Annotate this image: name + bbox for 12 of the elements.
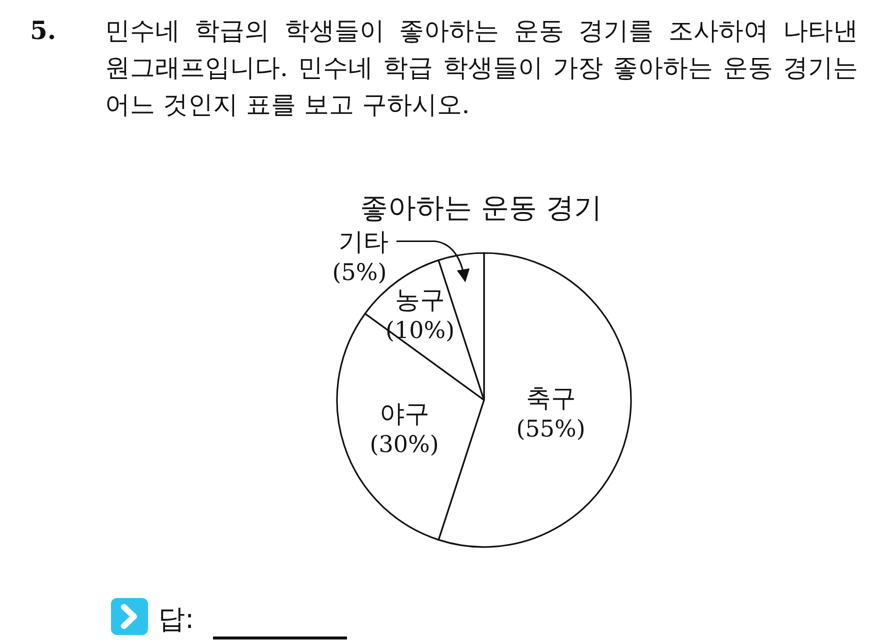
text: 답: [158, 604, 194, 635]
slice-label: 기타 [338, 227, 388, 256]
text: 5. [30, 15, 56, 47]
data-label: (10%) [386, 318, 455, 344]
slice-label: 야구 [379, 398, 430, 428]
data-label: (55%) [516, 416, 586, 443]
text: 민수네 학급의 학생들이 좋아하는 운동 경기를 조사하여 나타낸 원그래프입니다. 민수네 학급 학생들이 가장 좋아하는 운동 경기는 어느 것인지 표를 보고 구하시오. [105, 15, 858, 121]
chart-title: 좋아하는 운동 경기 [360, 191, 602, 224]
slice-label: 농구 [395, 284, 446, 314]
data-label: (30%) [370, 432, 439, 458]
data-label: (5%) [332, 260, 387, 286]
slice-label: 축구 [526, 384, 576, 413]
